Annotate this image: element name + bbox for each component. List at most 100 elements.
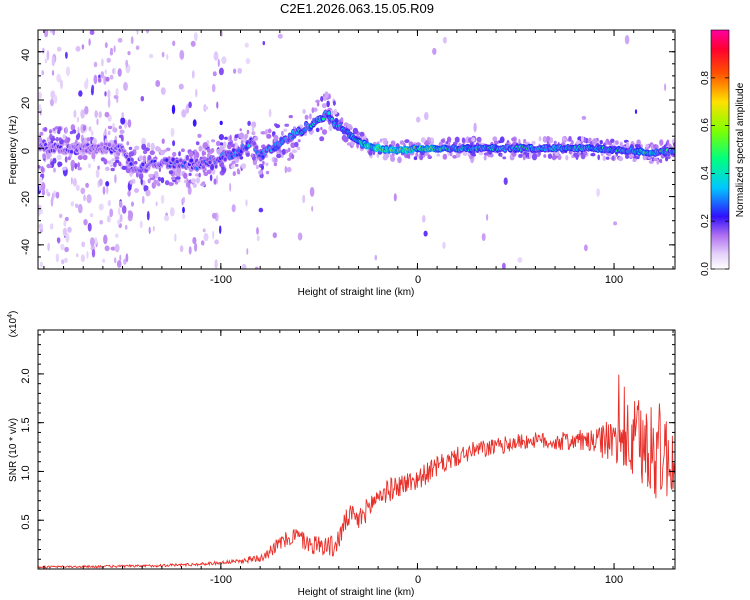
heatmap-cell <box>590 153 596 157</box>
heatmap-cell <box>201 181 206 185</box>
heatmap-cell <box>580 135 585 142</box>
heatmap-cell <box>618 156 623 162</box>
heatmap-cell <box>209 174 213 182</box>
heatmap-cell <box>406 154 410 159</box>
heatmap-cell <box>168 170 173 175</box>
heatmap-cell <box>210 148 215 153</box>
heatmap-cell <box>109 208 114 218</box>
heatmap-cell <box>46 163 52 169</box>
heatmap-cell <box>59 213 63 219</box>
heatmap-cell <box>100 71 105 79</box>
heatmap-cell <box>195 141 200 146</box>
heatmap-cell <box>281 148 286 155</box>
heatmap-cell <box>42 155 46 159</box>
heatmap-cell <box>258 207 264 213</box>
heatmap-cell <box>379 138 383 143</box>
heatmap-cell <box>90 237 95 247</box>
heatmap-cell <box>70 164 75 172</box>
heatmap-cell <box>171 176 176 181</box>
heatmap-cell <box>334 119 338 123</box>
heatmap-cell <box>53 167 56 173</box>
heatmap-cell <box>121 112 125 118</box>
heatmap-cell <box>148 226 151 235</box>
heatmap-cell <box>179 245 184 253</box>
heatmap-cell <box>208 160 212 165</box>
heatmap-cell <box>77 162 80 168</box>
heatmap-cell <box>107 98 111 108</box>
heatmap-cell <box>605 156 610 160</box>
heatmap-cell <box>218 134 224 141</box>
heatmap-cell <box>50 90 56 99</box>
heatmap-cell <box>518 153 523 158</box>
heatmap-cell <box>212 212 217 219</box>
heatmap-cell <box>265 162 269 167</box>
heatmap-cell <box>610 138 615 143</box>
heatmap-cell <box>192 119 197 127</box>
heatmap-cell <box>141 143 147 151</box>
top-xtick-label: 100 <box>605 274 623 286</box>
heatmap-cell <box>221 56 227 64</box>
heatmap-cell <box>255 164 259 170</box>
colorbar-label: Normalized spectral amplitude <box>735 82 746 217</box>
snr-frame <box>37 329 676 570</box>
heatmap-cell <box>61 259 65 265</box>
heatmap-cell <box>245 58 251 65</box>
heatmap-cell <box>81 148 85 153</box>
heatmap-cell <box>178 151 181 157</box>
heatmap-cell <box>113 67 117 75</box>
heatmap-cell <box>420 137 426 143</box>
heatmap-cell <box>118 161 122 167</box>
heatmap-cell <box>91 152 96 160</box>
heatmap-cell <box>197 133 202 138</box>
top-ytick-label: 20 <box>20 97 32 109</box>
heatmap-cell <box>155 80 161 87</box>
heatmap-cell <box>531 140 536 145</box>
heatmap-cell <box>62 134 66 141</box>
heatmap-cell <box>72 129 77 134</box>
heatmap-cell <box>193 154 197 160</box>
heatmap-cell <box>175 159 180 164</box>
heatmap-cell <box>145 147 150 152</box>
heatmap-cell <box>304 114 309 120</box>
heatmap-cell <box>543 154 547 158</box>
heatmap-cell <box>149 150 155 156</box>
heatmap-cell <box>568 150 572 154</box>
heatmap-cell <box>219 120 223 126</box>
heatmap-cell <box>214 239 219 245</box>
heatmap-cell <box>236 168 240 175</box>
heatmap-cell <box>102 258 106 263</box>
snr-background <box>38 330 675 569</box>
heatmap-cell <box>130 36 134 45</box>
heatmap-cell <box>302 194 306 204</box>
heatmap-cell <box>86 250 89 259</box>
heatmap-cell <box>195 88 198 98</box>
heatmap-cell <box>415 142 421 146</box>
heatmap-cell <box>272 232 277 239</box>
heatmap-cell <box>110 167 115 172</box>
heatmap-cell <box>262 160 265 165</box>
heatmap-cell <box>115 88 119 96</box>
heatmap-cell <box>51 70 55 76</box>
heatmap-cell <box>109 74 114 80</box>
heatmap-cell <box>659 158 663 164</box>
heatmap-cell <box>563 137 567 142</box>
heatmap-cell <box>265 129 268 136</box>
heatmap-cell <box>125 253 129 263</box>
heatmap-cell <box>51 135 55 139</box>
heatmap-cell <box>462 151 468 156</box>
heatmap-cell <box>302 109 306 114</box>
heatmap-cell <box>65 126 68 134</box>
heatmap-cell <box>206 169 212 175</box>
chart-title: C2E1.2026.063.15.05.R09 <box>280 1 434 16</box>
heatmap-cell <box>194 242 198 252</box>
svg-text:(x104): (x104) <box>7 311 19 338</box>
heatmap-cell <box>57 161 63 167</box>
heatmap-cell <box>239 132 245 139</box>
heatmap-cell <box>39 261 44 268</box>
heatmap-cell <box>131 201 134 207</box>
heatmap-cell <box>129 162 133 166</box>
heatmap-cell <box>80 109 85 119</box>
heatmap-cell <box>41 70 45 76</box>
heatmap-cell <box>224 136 228 140</box>
